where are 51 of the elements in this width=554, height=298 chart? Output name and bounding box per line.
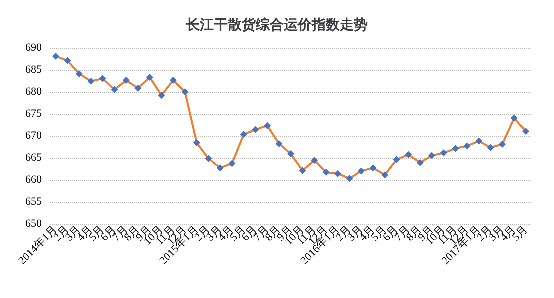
point [88, 78, 95, 85]
y-tick-label: 650 [26, 218, 42, 230]
point [216, 164, 224, 172]
point [499, 140, 506, 148]
point [405, 151, 412, 158]
point [428, 152, 436, 160]
y-tick-label: 690 [26, 42, 42, 54]
point [146, 74, 154, 81]
point [99, 75, 106, 82]
y-tick-label: 665 [26, 152, 42, 164]
point [276, 140, 283, 148]
point [452, 145, 460, 152]
point [358, 168, 366, 175]
point [346, 175, 354, 182]
point [288, 150, 294, 158]
point [322, 169, 330, 176]
point [240, 131, 248, 138]
point [487, 144, 494, 152]
point [252, 126, 260, 134]
point [416, 159, 424, 166]
point [182, 88, 189, 96]
chart-title: 长江干散货综合运价指数走势 [185, 16, 368, 34]
point [111, 86, 118, 94]
y-tick-label: 685 [26, 64, 42, 76]
point [440, 150, 448, 157]
point [370, 164, 377, 172]
point [510, 114, 518, 122]
point [228, 160, 236, 168]
point [334, 170, 342, 178]
point [522, 128, 530, 136]
point [464, 142, 471, 150]
y-tick-label: 670 [26, 130, 42, 142]
point [264, 122, 271, 130]
point [76, 70, 83, 78]
y-tick-label: 660 [26, 174, 42, 186]
point [299, 167, 306, 174]
y-tick-label: 655 [26, 196, 42, 208]
point [193, 140, 200, 147]
point [311, 157, 318, 164]
point [64, 57, 72, 64]
point [205, 155, 212, 162]
point [52, 52, 60, 60]
y-tick-label: 675 [26, 108, 42, 120]
y-tick-label: 680 [26, 86, 42, 98]
point [158, 92, 166, 100]
point [134, 84, 142, 92]
point [476, 138, 483, 145]
point [170, 77, 177, 84]
point [382, 172, 389, 179]
point [122, 77, 130, 84]
point [393, 156, 400, 164]
